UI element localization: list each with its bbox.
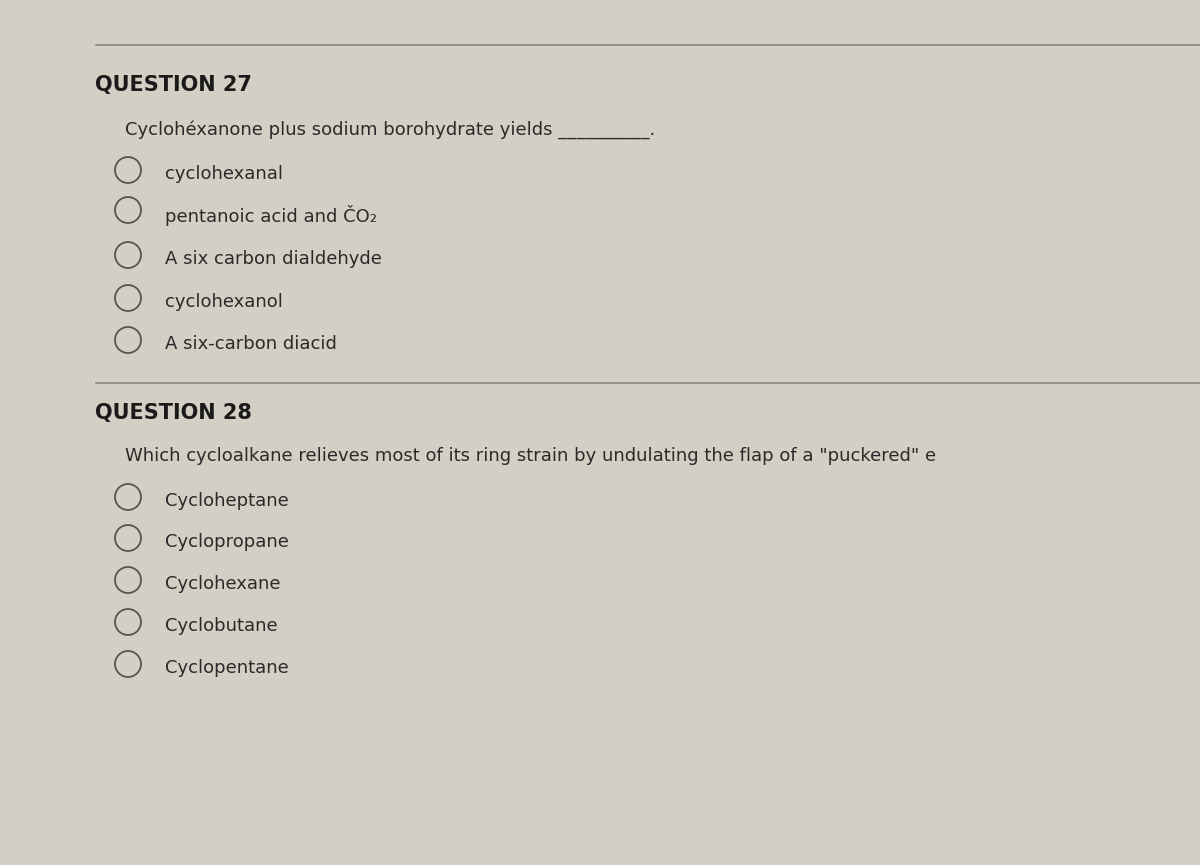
Text: pentanoic acid and ČO₂: pentanoic acid and ČO₂ [166, 205, 377, 226]
Text: cyclohexanal: cyclohexanal [166, 165, 283, 183]
Text: A six-carbon diacid: A six-carbon diacid [166, 335, 337, 353]
Text: Cyclohexane: Cyclohexane [166, 575, 281, 593]
Text: Cycloheptane: Cycloheptane [166, 492, 289, 510]
Text: Cyclopropane: Cyclopropane [166, 533, 289, 551]
Text: QUESTION 27: QUESTION 27 [95, 75, 252, 95]
Text: Which cycloalkane relieves most of its ring strain by undulating the flap of a ": Which cycloalkane relieves most of its r… [125, 447, 936, 465]
Text: A six carbon dialdehyde: A six carbon dialdehyde [166, 250, 382, 268]
Text: cyclohexanol: cyclohexanol [166, 293, 283, 311]
Text: QUESTION 28: QUESTION 28 [95, 403, 252, 423]
Text: Cyclohéxanone plus sodium borohydrate yields __________.: Cyclohéxanone plus sodium borohydrate yi… [125, 120, 655, 138]
Text: Cyclopentane: Cyclopentane [166, 659, 289, 677]
Text: Cyclobutane: Cyclobutane [166, 617, 277, 635]
